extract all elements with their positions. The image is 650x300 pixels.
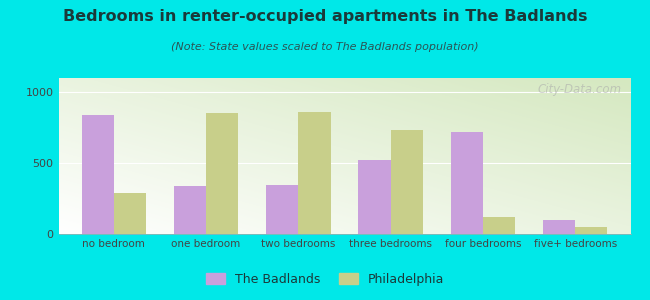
Bar: [298, 112, 331, 234]
Legend: The Badlands, Philadelphia: The Badlands, Philadelphia: [201, 268, 449, 291]
Bar: [543, 220, 575, 234]
Bar: [450, 132, 483, 234]
Bar: [114, 193, 146, 234]
Bar: [358, 160, 391, 234]
Text: Bedrooms in renter-occupied apartments in The Badlands: Bedrooms in renter-occupied apartments i…: [63, 9, 587, 24]
Bar: [266, 185, 298, 234]
Bar: [81, 115, 114, 234]
Bar: [174, 187, 206, 234]
Bar: [391, 130, 423, 234]
Text: City-Data.com: City-Data.com: [538, 83, 622, 96]
Bar: [206, 113, 239, 234]
Bar: [483, 217, 515, 234]
Bar: [575, 227, 608, 234]
Text: (Note: State values scaled to The Badlands population): (Note: State values scaled to The Badlan…: [171, 42, 479, 52]
